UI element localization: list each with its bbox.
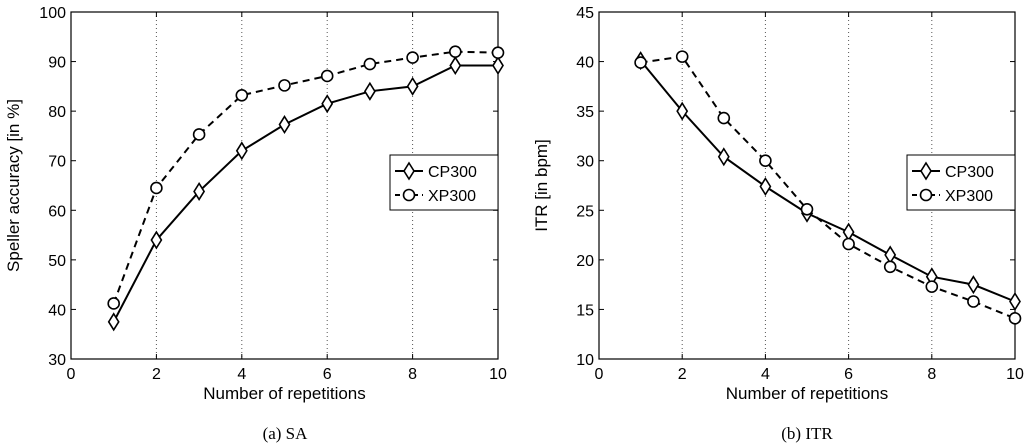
chart-1-point-xp300 [842,237,855,251]
chart-1-legend-label-xp300: XP300 [945,188,993,205]
chart-0-xtick-label: 0 [67,366,76,383]
chart-0-legend-marker-xp300 [402,188,416,202]
chart-1-series-line-cp300 [639,59,1016,303]
chart-0-ytick-label: 40 [48,302,66,319]
chart-1-legend: CP300 XP300 [906,154,1016,211]
chart-0-series-line-xp300 [112,50,499,304]
chart-0-point-cp300 [193,181,206,201]
chart-1-point-cp300 [967,275,980,295]
chart-1-point-cp300 [676,101,689,121]
chart-0-series-line-cp300 [112,64,498,323]
chart-0-point-xp300 [150,181,163,195]
chart-1-ytick-label: 40 [576,55,594,72]
chart-1-point-cp300 [1009,291,1021,312]
chart-0-ytick-label: 70 [48,154,66,171]
chart-0-ytick-label: 100 [39,5,66,22]
chart-panel-sa: 0 2 4 6 8 10 30 40 50 60 70 80 90 100 Number of repeti… [4,5,507,443]
chart-0-y-axis-label: Speller accuracy [in %] [4,99,23,272]
chart-1-xtick-label: 8 [927,366,936,383]
chart-1-ytick-label: 20 [576,253,594,270]
chart-0-legend-label-cp300: CP300 [428,164,477,181]
chart-0-point-cp300 [107,312,120,332]
chart-1-ytick-label: 15 [576,302,594,319]
chart-0-point-xp300 [192,128,206,141]
chart-1-point-xp300 [759,154,772,168]
chart-1-ytick-label: 45 [576,5,594,22]
chart-1-xtick-label: 0 [595,366,604,383]
chart-1-xtick-label: 6 [844,366,853,383]
chart-1-ytick-label: 35 [576,104,594,121]
chart-1-ytick-label: 25 [576,203,594,220]
chart-1-legend-marker-cp300 [920,161,932,181]
chart-0-point-xp300 [107,297,120,310]
chart-0-point-xp300 [448,45,462,58]
chart-1-ytick-label: 30 [576,154,594,171]
chart-1-xtick-label: 2 [678,366,687,383]
chart-1-y-axis-label: ITR [in bpm] [532,139,551,232]
chart-panel-itr: 0 2 4 6 8 10 10 15 20 25 30 35 40 45 Number of repetit… [532,5,1024,443]
chart-0-point-cp300 [363,81,376,101]
chart-0-point-xp300 [278,79,291,92]
chart-1-x-axis-label: Number of repetitions [726,384,889,403]
chart-0-point-xp300 [235,88,249,102]
chart-0-point-cp300 [492,56,504,76]
chart-0-point-cp300 [321,94,334,114]
chart-0-xtick-label: 10 [489,366,507,383]
chart-1-point-xp300 [634,56,647,69]
chart-0-ytick-label: 50 [48,253,66,270]
chart-1-point-xp300 [675,50,689,63]
chart-0-point-cp300 [278,115,291,135]
chart-1-legend-marker-xp300 [919,188,933,202]
chart-0-x-axis-label: Number of repetitions [203,384,366,403]
chart-0-point-cp300 [235,141,248,161]
chart-1-xtick-label: 10 [1006,366,1024,383]
chart-1-point-xp300 [925,280,939,293]
chart-0-point-cp300 [449,56,462,76]
chart-1-legend-label-cp300: CP300 [945,164,994,181]
chart-1-point-cp300 [717,147,730,167]
chart-1-point-cp300 [759,176,772,197]
chart-1-point-xp300 [883,260,897,274]
chart-0-xtick-label: 6 [323,366,332,383]
chart-0-point-xp300 [491,46,505,59]
chart-0-point-xp300 [406,51,419,64]
chart-0-ytick-label: 60 [48,203,66,220]
chart-0-xtick-label: 8 [408,366,417,383]
chart-1-point-xp300 [1008,312,1022,325]
chart-1-xtick-label: 4 [761,366,770,383]
chart-1-point-xp300 [800,202,814,216]
chart-0-ytick-label: 80 [48,104,66,121]
chart-0-caption: (a) SA [263,424,309,443]
chart-0-legend-marker-cp300 [403,161,415,181]
chart-0-ytick-label: 30 [48,352,66,369]
chart-1-point-xp300 [717,111,731,125]
chart-0-point-cp300 [150,230,163,250]
chart-0-point-xp300 [320,69,334,83]
chart-0-point-cp300 [406,76,419,96]
chart-0-legend-label-xp300: XP300 [428,188,476,205]
chart-0-ytick-label: 90 [48,55,66,72]
chart-1-caption: (b) ITR [781,424,833,443]
chart-1-point-xp300 [967,295,980,308]
chart-0-xtick-label: 2 [152,366,161,383]
chart-0-point-xp300 [363,57,377,71]
chart-0-xtick-label: 4 [237,366,246,383]
chart-0-legend: CP300 XP300 [389,154,499,211]
chart-1-ytick-label: 10 [576,352,594,369]
chart-1-series-line-xp300 [640,55,1016,320]
